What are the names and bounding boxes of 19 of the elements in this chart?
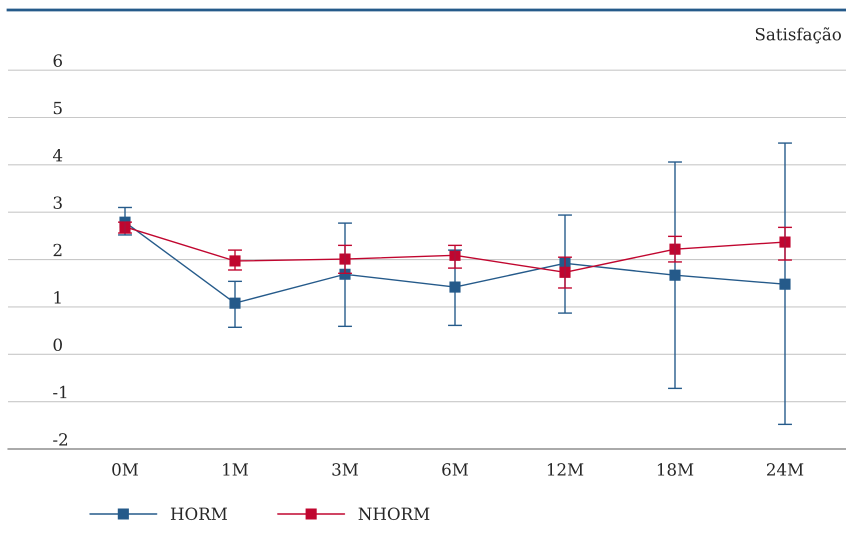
y-tick-label: 1 bbox=[54, 291, 61, 304]
y-tick-label: 5 bbox=[54, 102, 62, 114]
y-axis-title: Satisfação bbox=[756, 27, 841, 44]
x-tick-label: 6M bbox=[442, 463, 468, 476]
y-tick-label: 2 bbox=[54, 244, 62, 256]
x-tick-label: 24M bbox=[766, 463, 804, 476]
y-tick-label: 3 bbox=[54, 196, 62, 209]
x-tick-label: 0M bbox=[112, 463, 138, 476]
x-tick-label: 12M bbox=[548, 463, 584, 476]
y-tick-label: 6 bbox=[54, 54, 62, 67]
y-tick-label: 4 bbox=[52, 149, 62, 162]
legend-label: HORM bbox=[170, 507, 227, 520]
y-tick-label: -1 bbox=[53, 386, 66, 398]
x-tick-label: 18M bbox=[658, 463, 694, 476]
x-tick-label: 3M bbox=[332, 463, 358, 476]
y-tick-label: 0 bbox=[54, 338, 62, 352]
legend-label: NHORM bbox=[358, 507, 430, 520]
y-tick-label: -2 bbox=[53, 433, 68, 446]
x-tick-label: 1M bbox=[223, 463, 248, 476]
